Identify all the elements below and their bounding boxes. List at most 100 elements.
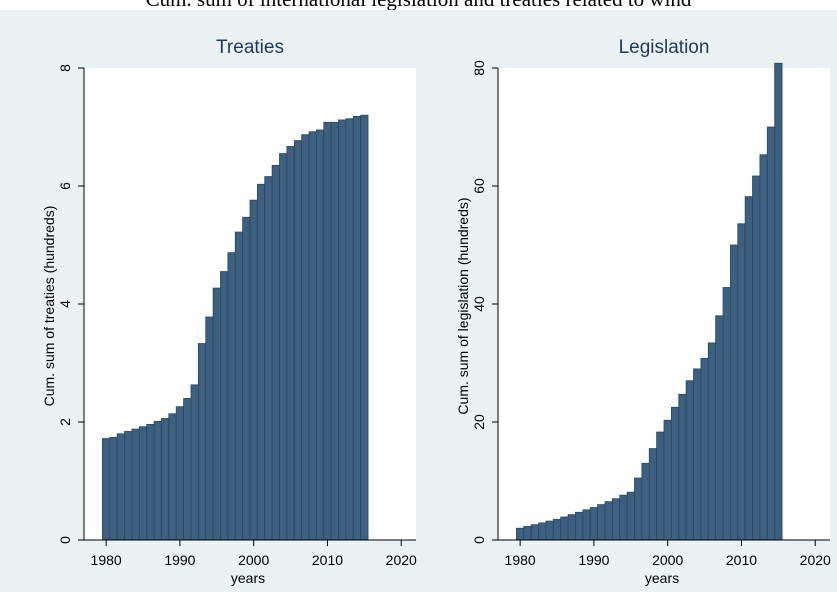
y-axis-label: Cum. sum of legislation (hundreds): [455, 197, 471, 414]
bar-1985: [138, 426, 148, 541]
bar-2012: [338, 119, 347, 541]
chart-title: Legislation: [619, 37, 710, 58]
bar-2005: [286, 146, 295, 541]
bar-1990: [589, 507, 598, 541]
y-tick-label: 4: [57, 300, 73, 308]
bar-2006: [707, 342, 717, 541]
bar-1982: [116, 433, 125, 541]
bar-1980: [516, 527, 525, 541]
bar-2004: [693, 368, 702, 541]
bar-1999: [656, 431, 665, 541]
y-tick-label: 80: [471, 60, 487, 76]
x-tick-label: 1980: [505, 552, 536, 568]
y-tick-label: 60: [471, 178, 487, 194]
x-tick-label: 1990: [164, 552, 195, 568]
bar-2001: [256, 183, 266, 541]
bar-2014: [766, 126, 776, 541]
x-axis-label: years: [645, 570, 679, 586]
bar-1987: [153, 421, 162, 541]
bar-1993: [611, 498, 621, 541]
bar-1990: [175, 406, 185, 541]
bar-1980: [102, 438, 111, 541]
bar-1989: [168, 413, 177, 541]
x-tick-label: 2000: [238, 552, 269, 568]
bar-2002: [678, 393, 687, 541]
x-tick-label: 2000: [652, 552, 683, 568]
x-tick-label: 1980: [91, 552, 122, 568]
y-tick-label: 0: [57, 536, 73, 544]
bar-1983: [124, 431, 133, 541]
bar-2010: [323, 121, 332, 541]
bar-1981: [523, 526, 532, 541]
bar-2013: [345, 118, 354, 541]
bar-1996: [220, 271, 229, 541]
bar-1988: [161, 418, 170, 541]
bar-1997: [227, 252, 236, 541]
bar-2011: [330, 121, 339, 541]
bar-1985: [552, 518, 562, 541]
bar-1999: [242, 216, 251, 541]
bar-2009: [730, 244, 739, 541]
y-axis-label: Cum. sum of treaties (hundreds): [41, 206, 57, 407]
y-tick-label: 2: [57, 418, 73, 426]
bar-1998: [648, 448, 658, 541]
bar-1981: [109, 436, 118, 541]
bar-2000: [663, 419, 672, 541]
bar-1997: [641, 462, 650, 541]
bar-2009: [315, 129, 325, 541]
bar-1984: [545, 520, 554, 541]
y-tick-label: 20: [471, 414, 487, 430]
bar-2006: [293, 140, 303, 541]
bar-1986: [146, 423, 155, 541]
bar-1989: [582, 509, 591, 541]
bar-1993: [197, 343, 207, 541]
bar-1996: [634, 477, 643, 541]
bar-1994: [205, 316, 214, 541]
bar-2003: [271, 164, 280, 541]
bar-1991: [597, 504, 606, 541]
bar-2004: [279, 153, 288, 541]
bar-1995: [626, 491, 635, 541]
bar-2007: [301, 134, 310, 541]
y-tick-label: 40: [471, 296, 487, 312]
bar-2010: [737, 223, 746, 541]
bar-1994: [619, 494, 628, 541]
chart-panel-1: Treaties 0 2 4 6 8 1980 1990 2000 2010 2020 years Cu…: [41, 37, 417, 586]
bar-2005: [700, 357, 709, 541]
bar-2008: [722, 287, 731, 541]
bar-2002: [264, 176, 273, 541]
chart-title: Treaties: [216, 37, 284, 58]
x-tick-label: 2020: [386, 552, 417, 568]
bar-2001: [670, 406, 680, 541]
x-tick-label: 2020: [800, 552, 831, 568]
x-tick-label: 1990: [578, 552, 609, 568]
bar-1998: [234, 231, 244, 541]
bar-2007: [715, 315, 724, 541]
y-tick-label: 6: [57, 182, 73, 190]
x-axis-label: years: [231, 570, 265, 586]
bar-2014: [352, 115, 362, 541]
bar-1987: [567, 514, 576, 541]
bar-1995: [212, 287, 221, 541]
bar-2015: [774, 62, 783, 541]
bar-1984: [131, 428, 140, 541]
bar-1991: [183, 397, 192, 541]
bar-1983: [538, 522, 547, 541]
bar-2008: [308, 131, 317, 541]
y-tick-label: 0: [471, 536, 487, 544]
bar-2012: [752, 175, 761, 541]
x-tick-label: 2010: [726, 552, 757, 568]
figure-caption: Cum. sum of international legislation an…: [0, 0, 837, 10]
bar-1986: [560, 516, 569, 541]
bar-2013: [759, 154, 768, 541]
y-tick-label: 8: [57, 64, 73, 72]
bar-2003: [685, 380, 694, 541]
bar-2015: [360, 114, 369, 541]
bar-1992: [190, 384, 199, 541]
bar-2000: [249, 199, 258, 541]
bar-1988: [575, 511, 584, 541]
chart-panel-2: Legislation 0 20 40 60 80 1980 1990 2000 2010 2020…: [455, 37, 831, 586]
bar-1992: [604, 501, 613, 541]
